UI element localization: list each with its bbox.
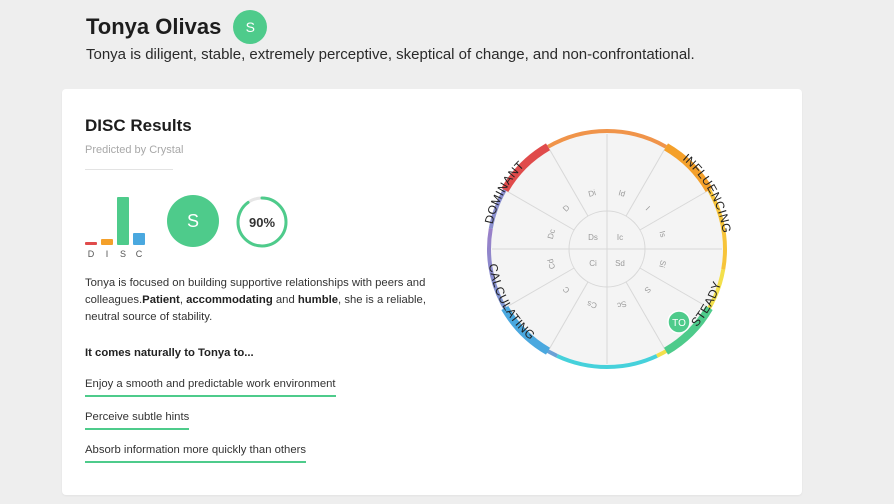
description-separator: , xyxy=(179,294,187,306)
wheel-segment-label: Cd xyxy=(546,258,557,270)
disc-bar-c xyxy=(133,233,145,245)
wheel-segment-label: D xyxy=(561,203,572,214)
wheel-spoke xyxy=(549,281,589,349)
accuracy-ring xyxy=(236,196,288,248)
disc-bar-letter: I xyxy=(105,249,109,259)
disc-bar-chart xyxy=(85,191,151,245)
wheel-arc-dominant xyxy=(501,143,551,193)
wheel-spoke xyxy=(549,149,589,217)
wheel-spoke xyxy=(507,191,575,231)
disc-bar-letter: S xyxy=(119,249,126,259)
wheel-spoke xyxy=(639,267,707,307)
disc-bar-d xyxy=(85,242,97,245)
profile-marker-label: TO xyxy=(672,318,686,329)
card-title: DISC Results xyxy=(85,116,192,135)
description-text: , she is a reliable, neutral source of s… xyxy=(85,294,426,323)
naturally-item: Enjoy a smooth and predictable work envi… xyxy=(85,378,336,397)
disc-bar-letter: C xyxy=(135,249,143,259)
card-subtitle: Predicted by Crystal xyxy=(85,144,184,156)
accuracy-ring-fill xyxy=(236,196,288,248)
wheel-spoke xyxy=(507,267,575,307)
wheel-segment-label: Cs xyxy=(586,299,598,310)
wheel-arc-calculating xyxy=(501,305,551,355)
disc-bar-letter: D xyxy=(87,249,95,259)
wheel-ring-bottom xyxy=(556,354,658,369)
disc-bar-i xyxy=(101,239,113,245)
personality-description: Tonya is focused on building supportive … xyxy=(85,275,445,326)
profile-header: Tonya Olivas S xyxy=(86,10,268,44)
wheel-segment-label: S xyxy=(643,285,653,295)
wheel-arc-influencing xyxy=(663,143,713,193)
wheel-inner-label: Sd xyxy=(615,259,625,268)
naturally-item: Absorb information more quickly than oth… xyxy=(85,444,307,463)
wheel-spoke xyxy=(625,281,665,349)
wheel-inner-label: Ic xyxy=(617,233,623,242)
naturally-item: Perceive subtle hints xyxy=(85,411,190,430)
wheel-inner-label: Ci xyxy=(589,259,597,268)
wheel-segment-label: Si xyxy=(657,259,668,268)
wheel-segment-label: Id xyxy=(617,188,626,198)
wheel-segment-label: Dc xyxy=(546,228,557,240)
wheel-ring-top xyxy=(547,129,667,149)
wheel-spoke xyxy=(639,191,707,231)
wheel-segment-label: Di xyxy=(587,188,597,199)
profile-tagline: Tonya is diligent, stable, extremely per… xyxy=(86,46,695,63)
wheel-segment-label: I xyxy=(644,204,652,212)
trait-patient: Patient xyxy=(142,294,180,306)
primary-type-badge: S xyxy=(167,195,219,247)
wheel-inner-label: Ds xyxy=(588,233,598,242)
wheel-segment-label: C xyxy=(561,284,572,295)
trait-accommodating: accommodating xyxy=(186,294,273,306)
profile-name: Tonya Olivas xyxy=(86,14,222,39)
wheel-segment-label: Is xyxy=(657,230,667,238)
profile-marker: TO xyxy=(667,310,691,334)
profile-avatar[interactable]: S xyxy=(233,10,268,44)
trait-humble: humble xyxy=(297,294,339,306)
wheel-arc-steady xyxy=(663,305,713,355)
disc-bar-s xyxy=(117,197,129,245)
wheel-spoke xyxy=(625,149,665,217)
wheel-segment-label: Sc xyxy=(616,299,627,310)
accuracy-label: 90% xyxy=(248,214,276,230)
description-text: Tonya is focused on building supportive … xyxy=(85,277,426,306)
naturally-heading: It comes naturally to Tonya to... xyxy=(85,347,254,359)
description-separator: and xyxy=(272,294,298,306)
divider xyxy=(85,169,173,170)
